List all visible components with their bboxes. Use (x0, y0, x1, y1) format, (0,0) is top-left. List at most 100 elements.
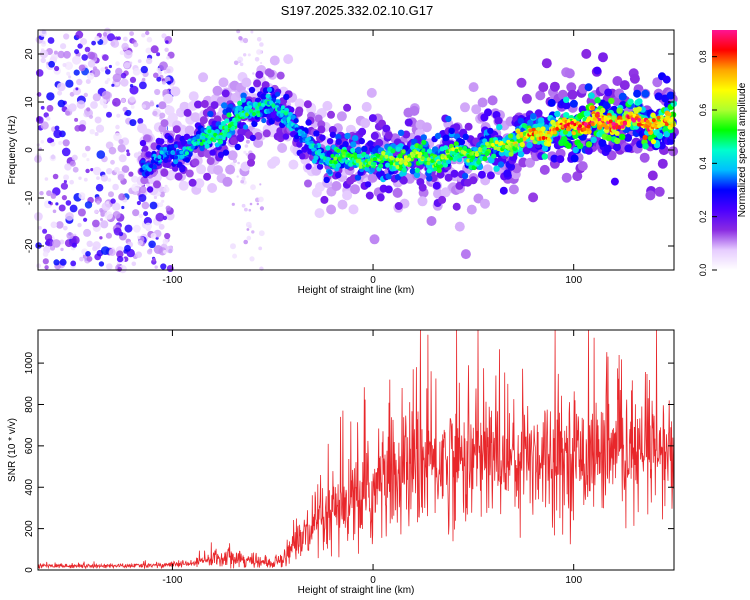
ridge-cell (350, 141, 357, 148)
ridge-cell (618, 92, 627, 101)
ridge-cell (227, 150, 238, 161)
noise-cell (156, 76, 162, 82)
noise-cell (149, 201, 158, 210)
ridge-cell (590, 105, 596, 111)
ridge-cell (453, 141, 459, 147)
noise-cell (137, 235, 141, 240)
snr-x-axis-label: Height of straight line (km) (298, 585, 415, 596)
snr-frame (37, 329, 675, 571)
x-tick-label: 100 (565, 275, 582, 286)
ridge-cell (207, 110, 214, 118)
ridge-cell (620, 124, 625, 129)
ridge-cell (395, 157, 400, 162)
ridge-cell (163, 157, 169, 163)
ridge-cell (358, 127, 367, 136)
ridge-cell (256, 113, 261, 118)
noise-cell (78, 192, 86, 200)
ridge-cell (322, 100, 333, 111)
ridge-cell (414, 167, 420, 173)
ridge-cell (143, 134, 151, 143)
ridge-cell (475, 151, 479, 155)
noise-cell (246, 228, 250, 231)
noise-cell (154, 265, 158, 269)
noise-cell (120, 72, 127, 79)
ridge-cell (519, 138, 524, 143)
ridge-cell (399, 171, 405, 177)
noise-cell (81, 54, 88, 61)
ridge-cell (187, 140, 192, 145)
ridge-cell (385, 173, 392, 180)
noise-cell (62, 139, 70, 147)
ridge-cell (516, 130, 521, 134)
noise-cell (155, 212, 165, 222)
ridge-cell (353, 155, 358, 160)
ridge-cell (451, 147, 456, 152)
noise-cell (48, 200, 52, 205)
ridge-cell (404, 118, 413, 127)
ridge-cell (270, 111, 278, 119)
ridge-cell (576, 142, 584, 149)
ridge-cell (195, 135, 200, 140)
ridge-cell (458, 146, 463, 151)
ridge-cell (225, 164, 236, 175)
ridge-cell (610, 115, 617, 121)
noise-cell (129, 31, 135, 36)
noise-cell (83, 228, 92, 237)
noise-cell (39, 29, 47, 37)
noise-cell (118, 154, 127, 163)
ridge-cell (328, 126, 337, 134)
ridge-cell (224, 128, 229, 133)
ridge-cell (443, 134, 450, 141)
ridge-cell (333, 160, 338, 165)
ridge-cell (469, 176, 478, 185)
noise-cell (66, 71, 71, 76)
noise-cell (139, 186, 147, 194)
noise-cell (86, 158, 90, 162)
ridge-cell (183, 133, 191, 140)
ridge-cell (188, 178, 197, 187)
ridge-cell (142, 145, 149, 152)
ridge-cell (496, 123, 503, 131)
noise-cell (57, 50, 65, 59)
spectrogram-x-axis-label: Height of straight line (km) (298, 285, 415, 296)
ridge-cell (637, 118, 642, 122)
ridge-cell (336, 111, 347, 122)
ridge-cell (163, 93, 174, 104)
ridge-cell (403, 155, 408, 160)
ridge-cell (426, 161, 431, 166)
ridge-cell (656, 115, 661, 120)
noise-cell (49, 154, 57, 162)
ridge-cell (570, 120, 575, 125)
ridge-cell (652, 77, 663, 88)
noise-cell (157, 70, 162, 75)
noise-cell (78, 64, 86, 72)
ridge-cell (639, 152, 650, 163)
noise-cell (112, 202, 121, 211)
ridge-cell (591, 113, 596, 118)
ridge-cell (226, 133, 232, 139)
ridge-cell (516, 77, 527, 88)
noise-cell (165, 40, 169, 44)
noise-cell (52, 173, 59, 180)
ridge-cell (356, 153, 361, 158)
noise-cell (83, 217, 88, 222)
ridge-cell (561, 172, 572, 183)
ridge-cell (493, 146, 498, 150)
noise-cell (46, 92, 55, 101)
noise-cell (132, 209, 140, 217)
ridge-cell (436, 167, 442, 173)
noise-cell (146, 36, 153, 43)
ridge-cell (540, 126, 546, 132)
ridge-cell (269, 100, 274, 105)
ridge-cell (305, 163, 312, 170)
ridge-cell (214, 129, 220, 135)
noise-cell (132, 68, 141, 76)
noise-cell (154, 88, 161, 96)
noise-cell (140, 65, 148, 74)
noise-cell (139, 81, 147, 90)
ridge-cell (380, 154, 385, 159)
ridge-cell (409, 168, 417, 175)
noise-cell (40, 105, 45, 110)
ridge-cell (590, 136, 597, 143)
ridge-cell (503, 169, 512, 178)
